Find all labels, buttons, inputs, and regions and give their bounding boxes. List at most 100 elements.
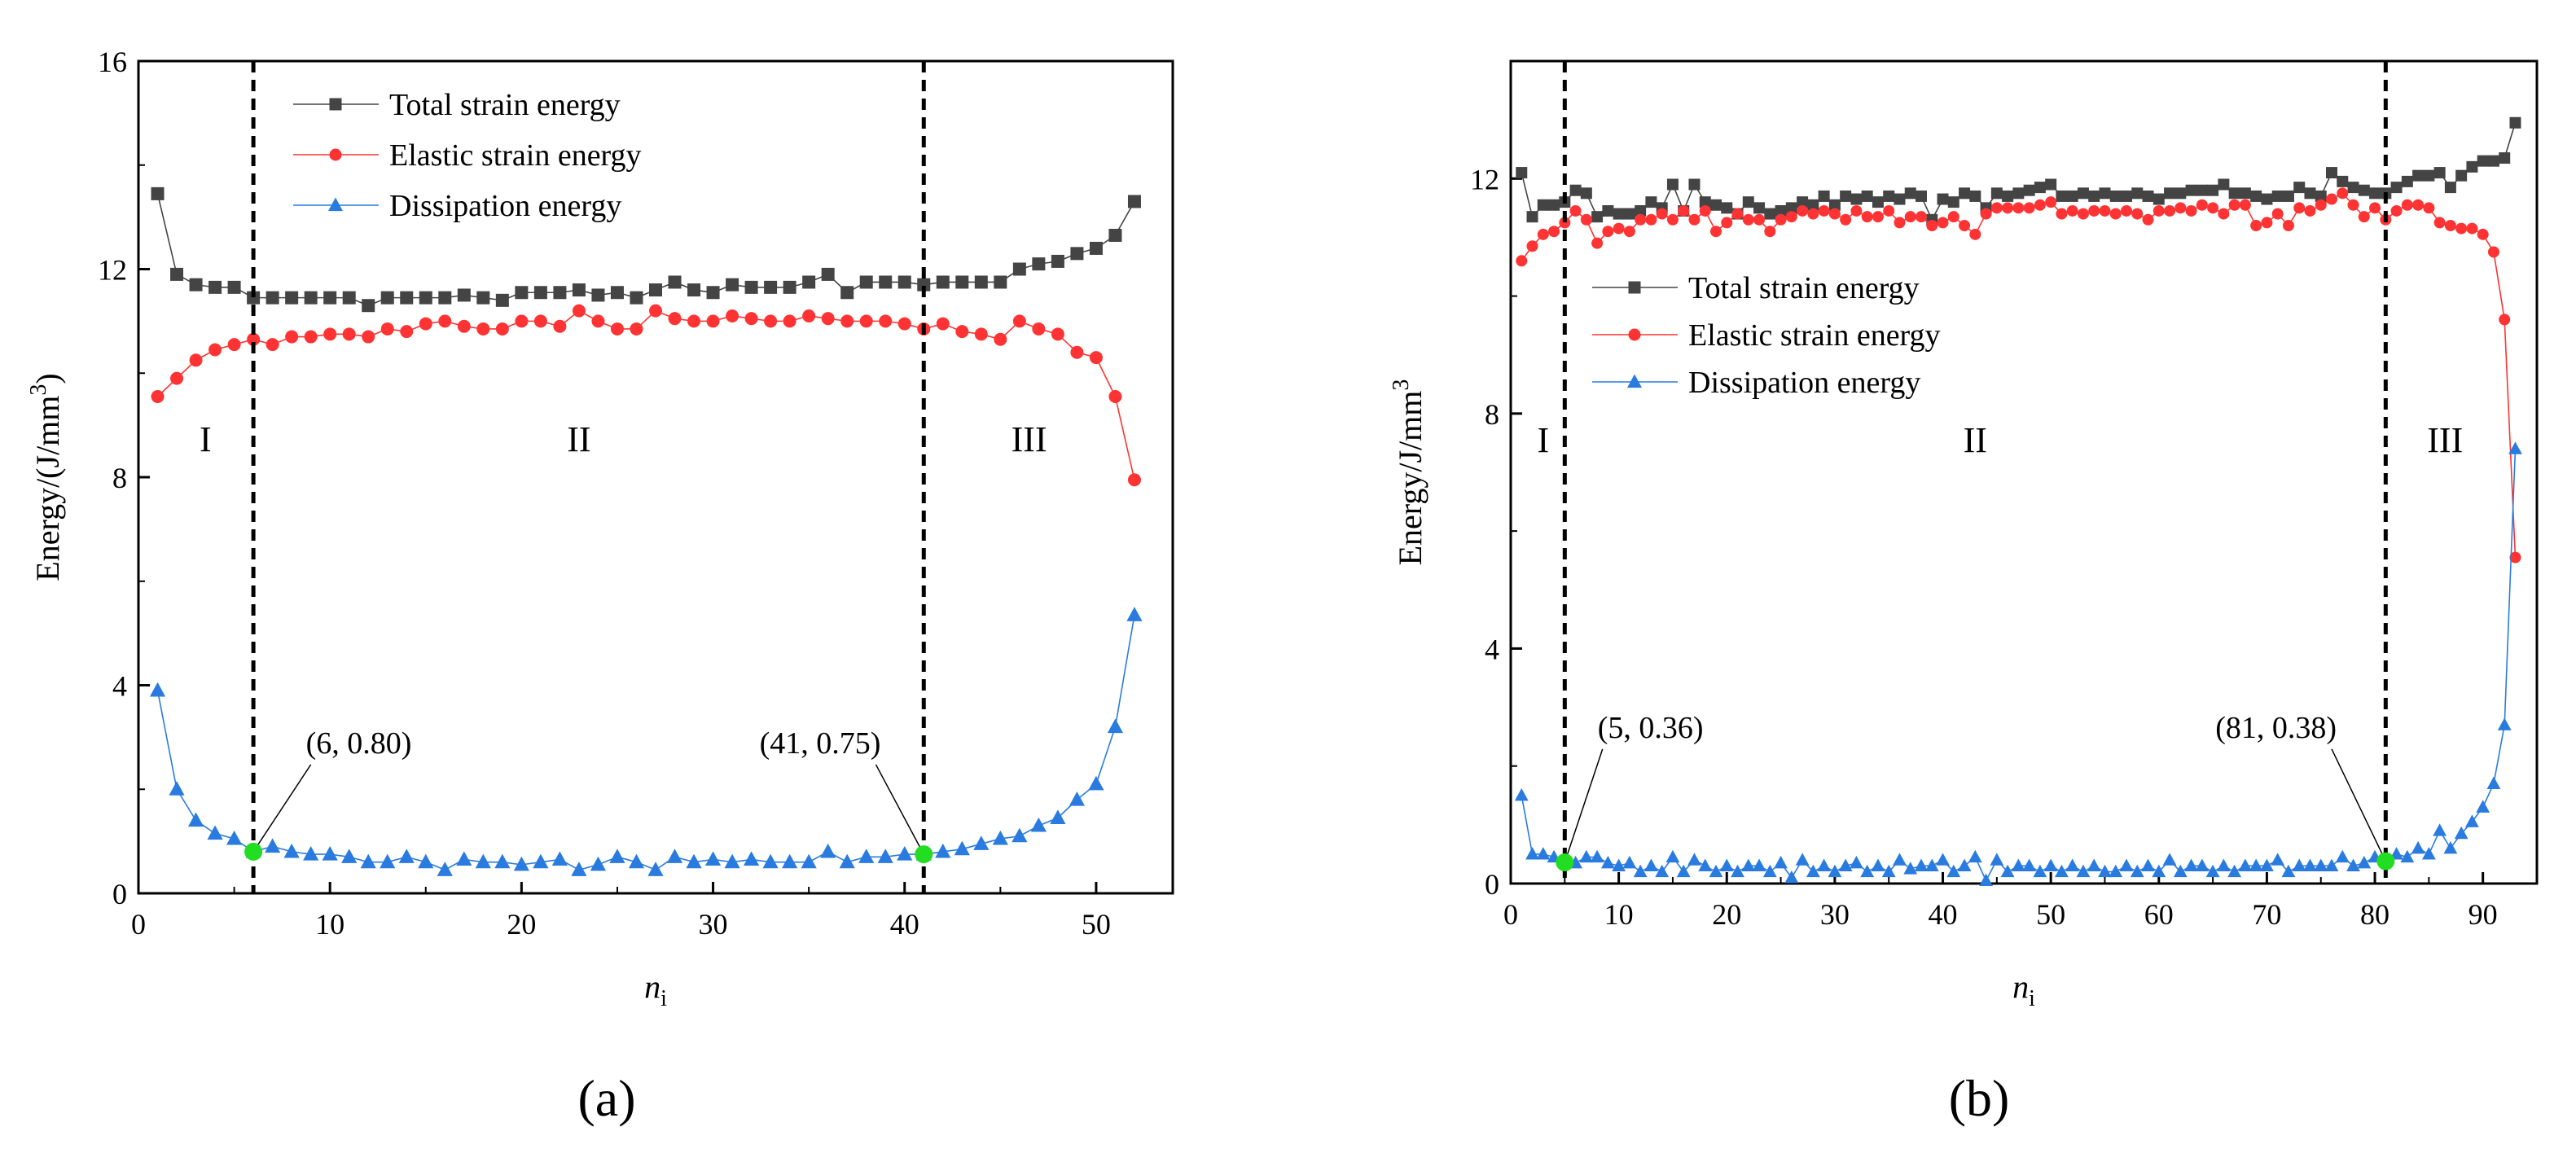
data-point [2033, 864, 2047, 878]
data-point [342, 327, 356, 341]
data-point [2315, 190, 2327, 202]
data-point [590, 856, 607, 871]
data-point [515, 286, 529, 300]
data-point [2249, 858, 2263, 871]
data-point [1656, 208, 1668, 220]
data-point [2239, 199, 2251, 211]
data-point [1688, 178, 1701, 191]
data-point [2087, 858, 2101, 871]
data-point [1591, 211, 1604, 223]
data-point [2056, 190, 2068, 202]
data-point [2065, 858, 2080, 871]
data-point [1916, 190, 1927, 202]
data-point [1775, 213, 1787, 226]
data-point [2326, 167, 2337, 179]
data-point [2369, 202, 2381, 214]
data-point [2131, 208, 2144, 220]
data-point [2034, 182, 2046, 194]
data-point [2011, 858, 2025, 871]
data-point [802, 309, 816, 322]
data-point [1959, 220, 1971, 231]
data-point [935, 843, 951, 858]
data-point [1881, 864, 1896, 878]
data-point [821, 267, 835, 281]
annotation-leader [875, 764, 924, 855]
data-point [649, 304, 662, 318]
data-point [2205, 864, 2220, 878]
legend: Total strain energy Elastic strain energy… [293, 88, 642, 223]
data-point [1872, 211, 1884, 223]
data-point [897, 275, 911, 289]
data-point [762, 853, 779, 869]
data-point [1990, 187, 2003, 200]
data-point [2347, 199, 2359, 211]
data-point [533, 853, 549, 869]
data-point [170, 371, 184, 385]
data-point [2292, 858, 2306, 871]
annotation-label: (6, 0.80) [306, 726, 412, 761]
data-point [437, 862, 453, 876]
y-tick-label: 0 [112, 878, 127, 910]
data-point [2109, 208, 2122, 220]
data-point [1526, 240, 1538, 252]
data-point [2509, 116, 2521, 129]
legend-label: Dissipation energy [1688, 366, 1920, 400]
data-point [1969, 190, 1981, 202]
data-point [2369, 187, 2381, 200]
data-point [1937, 217, 1949, 229]
data-point [2131, 187, 2144, 200]
data-point [226, 830, 243, 845]
data-point [726, 309, 739, 322]
data-point [2077, 208, 2089, 220]
data-point [322, 846, 338, 861]
x-tick-label: 40 [1929, 898, 1958, 931]
data-point [476, 322, 490, 335]
data-point [668, 275, 682, 289]
data-point [571, 862, 587, 876]
data-point [2088, 190, 2100, 202]
data-point [609, 849, 625, 863]
data-point [1916, 211, 1927, 223]
data-point [726, 278, 739, 292]
legend-marker [1628, 281, 1641, 294]
data-point [628, 853, 645, 869]
data-point [858, 849, 875, 863]
data-point [1753, 202, 1766, 214]
y-axis-title: Energy/(J/mm3) [26, 373, 66, 581]
highlight-point [1556, 853, 1574, 872]
data-point [1622, 855, 1637, 869]
data-point [2358, 184, 2370, 196]
data-point [247, 332, 261, 346]
data-point [227, 338, 241, 352]
data-point [2227, 864, 2242, 878]
data-point [1579, 849, 1594, 863]
data-point [2508, 441, 2522, 454]
data-point [2433, 217, 2446, 229]
data-point [994, 275, 1007, 289]
data-point [724, 853, 740, 869]
data-point [1893, 853, 1907, 866]
data-point [2487, 155, 2499, 167]
x-tick-label: 30 [699, 908, 728, 941]
y-axis-title-main: Energy/J/mm [1392, 391, 1428, 566]
data-point [2412, 169, 2425, 182]
data-point [2207, 184, 2219, 196]
data-point [647, 862, 664, 876]
data-point [1710, 226, 1722, 238]
data-point [1698, 858, 1713, 871]
data-point [973, 835, 990, 850]
x-axis-title-main: n [644, 968, 660, 1005]
data-point [1959, 187, 1971, 200]
data-point [1688, 213, 1701, 226]
x-tick-label: 30 [1820, 898, 1850, 931]
y-tick-label: 8 [112, 462, 127, 494]
data-point [1127, 195, 1141, 208]
data-point [2002, 202, 2014, 214]
data-point [744, 280, 758, 294]
data-point [1828, 199, 1841, 211]
data-point [1850, 204, 1863, 217]
data-point [1537, 228, 1549, 240]
legend-marker [329, 98, 342, 111]
data-point [341, 849, 358, 863]
